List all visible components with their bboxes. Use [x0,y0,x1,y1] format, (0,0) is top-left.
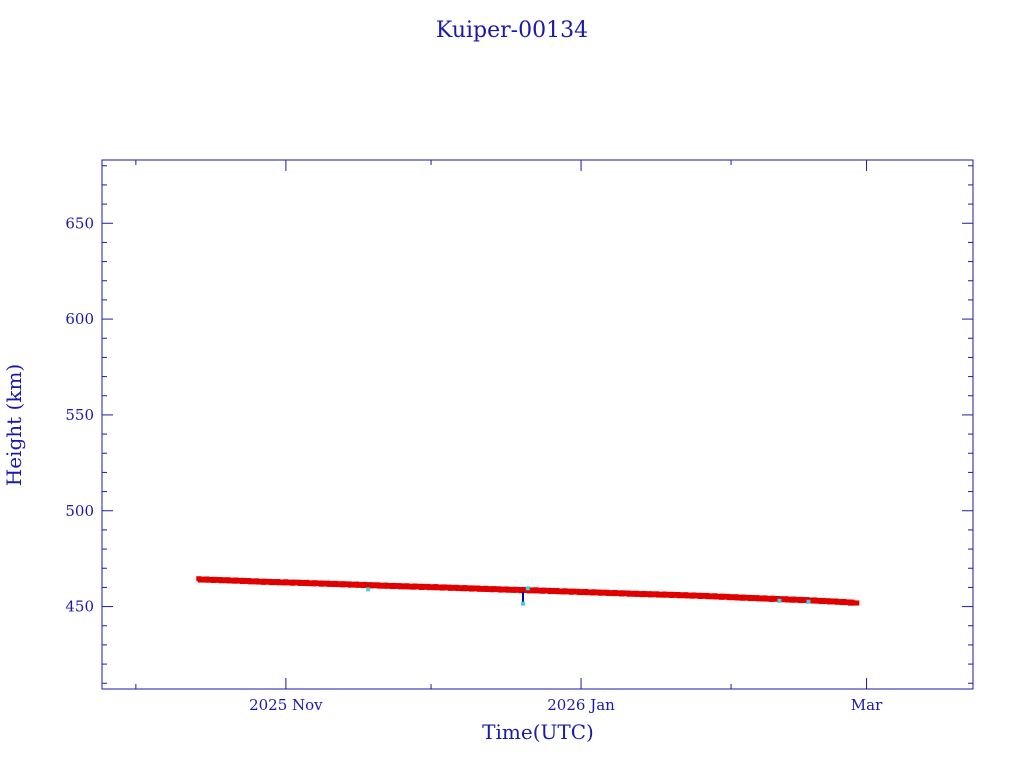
x-axis-label: Time(UTC) [482,720,594,744]
y-tick-label: 650 [65,214,94,232]
outlier-point [777,598,782,603]
y-tick-label: 450 [65,598,94,616]
y-tick-label: 550 [65,406,94,424]
x-tick-label: 2026 Jan [547,696,615,714]
y-tick-label: 600 [65,310,94,328]
x-tick-label: Mar [851,696,883,714]
x-tick-label: 2025 Nov [249,696,323,714]
main-series-point [854,600,860,606]
outlier-point [366,587,371,592]
outlier-point [806,599,811,604]
y-tick-label: 500 [65,502,94,520]
y-axis-label: Height (km) [2,364,26,486]
data-layer [196,576,860,606]
outlier-point [520,601,525,606]
chart-title: Kuiper-00134 [436,18,588,43]
plot-frame [101,159,974,690]
ticks-layer: 450 500 550 600 650 2025 Nov 2026 Jan Mar [65,160,973,714]
outlier-point [525,586,530,591]
